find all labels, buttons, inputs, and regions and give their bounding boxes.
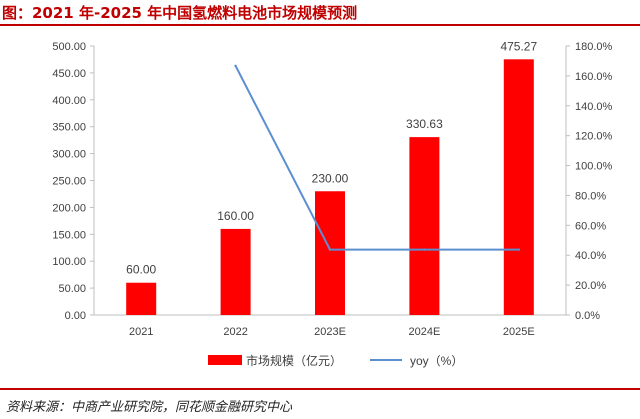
y-left-tick-label: 500.00 [52,41,86,53]
x-tick-label: 2023E [314,326,346,338]
y-left-tick-label: 200.00 [52,202,86,214]
bar [409,137,440,315]
y-left-tick-label: 0.00 [65,310,86,322]
title-bar: 图：2021 年-2025 年中国氢燃料电池市场规模预测 [0,0,640,26]
bar-data-label: 475.27 [500,39,537,53]
source-note: 资料来源：中商产业研究院，同花顺金融研究中心 [6,400,293,415]
y-right-tick-label: 120.0% [575,131,613,143]
y-right-tick-label: 100.0% [575,161,613,173]
x-tick-label: 2021 [129,326,153,338]
y-right-tick-label: 180.0% [575,41,613,53]
y-right-tick-label: 0.0% [575,310,600,322]
y-right-tick-label: 40.0% [575,250,606,262]
y-left-tick-label: 250.00 [52,176,86,188]
legend-label-line: yoy（%） [410,354,463,368]
y-left-tick-label: 150.00 [52,229,86,241]
y-left-tick-label: 350.00 [52,122,86,134]
legend-label-bar: 市场规模（亿元） [246,353,342,368]
y-right-tick-label: 20.0% [575,280,606,292]
yoy-point [234,64,237,68]
yoy-point [423,248,426,251]
bar [126,282,157,315]
y-right-tick-label: 160.0% [575,71,613,83]
x-tick-label: 2022 [223,326,247,338]
y-left-tick-label: 300.00 [52,149,86,161]
y-right-tick-label: 60.0% [575,220,606,232]
bar [503,59,534,315]
x-tick-label: 2025E [503,326,535,338]
x-tick-label: 2024E [408,326,440,338]
y-right-tick-label: 140.0% [575,101,613,113]
bar [220,228,251,315]
y-right-tick-label: 80.0% [575,190,606,202]
bar [315,191,345,315]
chart: 0.00 50.00 100.00 150.00 200.00 250.00 300.00 3… [52,39,613,368]
bar-data-label: 60.00 [126,263,156,277]
source-bar: 资料来源：中商产业研究院，同花顺金融研究中心 [0,388,640,419]
y-left-tick-label: 450.00 [52,68,86,80]
y-left-tick-label: 400.00 [52,95,86,107]
y-left-tick-label: 100.00 [52,256,86,268]
bar-data-label: 160.00 [217,209,254,223]
legend-swatch-bar [208,355,242,365]
bar-data-label: 230.00 [312,171,349,185]
bar-data-label: 330.63 [406,117,443,131]
chart-title: 图：2021 年-2025 年中国氢燃料电池市场规模预测 [2,4,358,22]
yoy-line [234,65,519,251]
yoy-point [517,248,520,251]
yoy-point [328,248,332,251]
y-left-tick-label: 50.00 [58,283,86,295]
